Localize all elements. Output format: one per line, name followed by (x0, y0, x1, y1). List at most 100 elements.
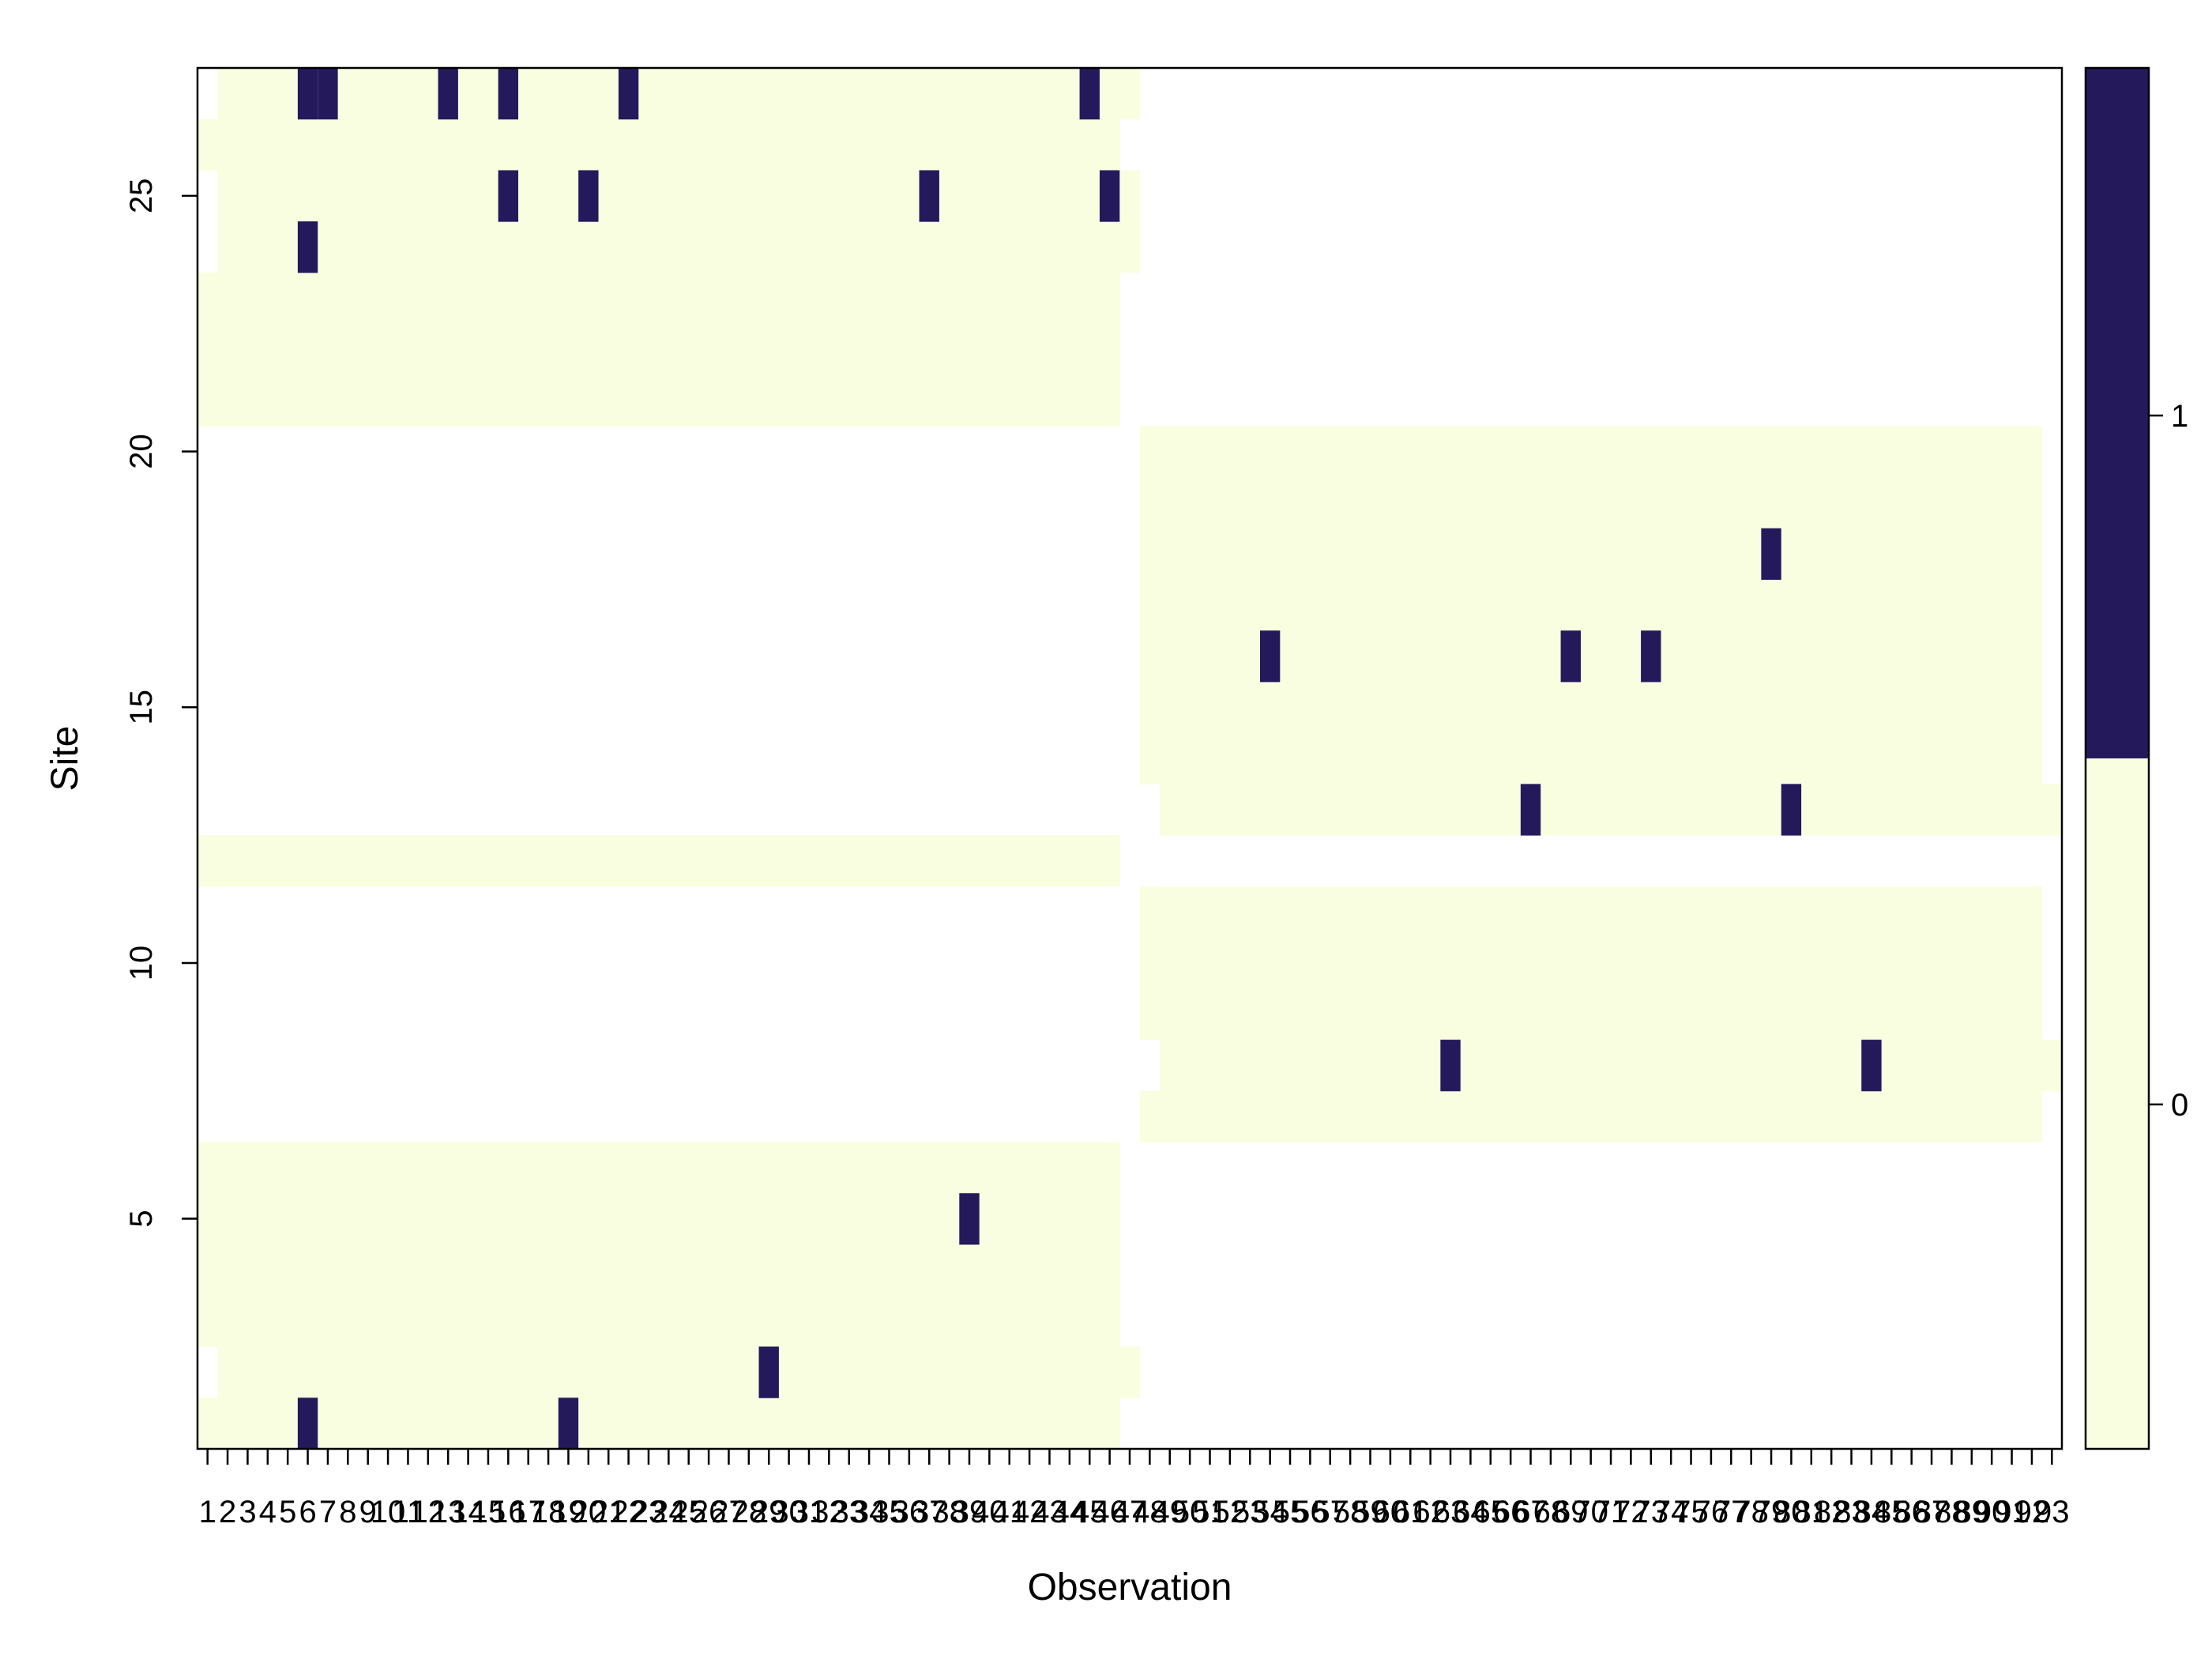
detection-cell (1440, 1040, 1461, 1092)
x-tick-label: 53 (1232, 1495, 1268, 1529)
legend-tick-label: 1 (2171, 399, 2188, 434)
x-tick-label: 77 (1714, 1495, 1749, 1529)
x-tick-label: 2 (219, 1495, 236, 1529)
x-tick-label: 76 (1694, 1495, 1729, 1529)
y-tick-label: 15 (124, 690, 159, 725)
detection-cell (1099, 170, 1120, 222)
x-tick-label: 37 (912, 1495, 947, 1529)
x-tick-label: 30 (771, 1495, 807, 1529)
x-tick-label: 38 (931, 1495, 967, 1529)
x-tick-label: 27 (711, 1495, 747, 1529)
x-tick-label: 57 (1313, 1495, 1349, 1529)
x-tick-label: 58 (1333, 1495, 1368, 1529)
legend-swatch-zero (2086, 758, 2149, 1449)
x-tick-label: 93 (2034, 1495, 2070, 1529)
x-tick-label: 73 (1634, 1495, 1669, 1529)
x-tick-label: 12 (411, 1495, 446, 1529)
x-tick-label: 43 (1032, 1495, 1067, 1529)
detection-cell (438, 68, 458, 120)
observed-range-site-7 (1139, 1090, 2043, 1143)
observed-range-site-12 (198, 835, 1120, 887)
x-tick-label: 40 (972, 1495, 1007, 1529)
x-tick-label: 60 (1373, 1495, 1409, 1529)
x-tick-label: 44 (1052, 1495, 1088, 1529)
x-tick-label: 11 (392, 1495, 425, 1529)
x-tick-label: 26 (691, 1495, 727, 1529)
x-tick-label: 49 (1153, 1495, 1188, 1529)
observed-range-site-18 (1139, 528, 2043, 580)
x-tick-label: 92 (2014, 1495, 2050, 1529)
detection-cell (959, 1193, 980, 1245)
detection-cell (758, 1346, 779, 1398)
x-tick-label: 48 (1132, 1495, 1168, 1529)
observed-range-site-6 (198, 1142, 1120, 1194)
observed-range-site-26 (198, 118, 1120, 171)
x-axis: 1 2 3 4 5 6 7 8 91011121314151617181920212223242… (199, 1449, 2070, 1529)
x-tick-label: 81 (1794, 1495, 1830, 1529)
y-tick-label: 25 (124, 179, 159, 214)
y-axis-title: Site (44, 726, 86, 792)
x-tick-label: 4 (259, 1495, 276, 1529)
observed-range-site-13 (1160, 784, 2063, 836)
x-tick-label: 45 (1072, 1495, 1108, 1529)
x-tick-label: 50 (1172, 1495, 1208, 1529)
x-tick-label: 21 (591, 1495, 626, 1529)
detection-cell (1761, 528, 1781, 580)
observed-range-site-23 (198, 272, 1120, 325)
detection-cell (1079, 68, 1100, 120)
x-tick-label: 78 (1733, 1495, 1769, 1529)
color-legend: 01 (2084, 66, 2188, 1450)
legend-swatch-one (2086, 68, 2149, 758)
x-tick-label: 51 (1192, 1495, 1228, 1529)
detection-cell (558, 1398, 579, 1450)
observed-range-site-3 (198, 1295, 1120, 1348)
observed-range-site-8 (1160, 1040, 2063, 1092)
x-tick-label: 31 (792, 1495, 827, 1529)
observed-range-site-22 (198, 323, 1120, 375)
x-tick-label: 17 (510, 1495, 546, 1529)
detection-cell (297, 221, 318, 273)
detection-cell (318, 68, 338, 120)
x-tick-label: 1 (199, 1495, 216, 1529)
x-tick-label: 86 (1894, 1495, 1929, 1529)
observed-range-site-4 (198, 1244, 1120, 1296)
x-tick-label: 65 (1473, 1495, 1509, 1529)
detection-cell (919, 170, 939, 222)
x-tick-label: 46 (1092, 1495, 1127, 1529)
x-tick-label: 39 (952, 1495, 988, 1529)
x-tick-label: 7 (319, 1495, 337, 1529)
legend-tick-label: 0 (2171, 1088, 2188, 1123)
x-tick-label: 14 (450, 1495, 486, 1529)
x-tick-label: 75 (1673, 1495, 1709, 1529)
x-tick-label: 83 (1834, 1495, 1869, 1529)
x-tick-label: 66 (1493, 1495, 1529, 1529)
x-tick-label: 56 (1292, 1495, 1328, 1529)
heatmap-cells (198, 68, 2063, 1450)
x-tick-label: 8 (339, 1495, 356, 1529)
x-tick-label: 85 (1874, 1495, 1909, 1529)
y-tick-label: 10 (124, 946, 159, 981)
x-tick-label: 28 (732, 1495, 767, 1529)
x-tick-label: 74 (1653, 1495, 1689, 1529)
x-tick-label: 42 (1012, 1495, 1048, 1529)
observed-range-site-27 (217, 68, 1141, 120)
x-tick-label: 64 (1453, 1495, 1488, 1529)
x-tick-label: 88 (1934, 1495, 1969, 1529)
x-tick-label: 18 (531, 1495, 566, 1529)
observed-range-site-25 (217, 170, 1141, 222)
observed-range-site-17 (1139, 579, 2043, 631)
x-tick-label: 36 (892, 1495, 927, 1529)
x-tick-label: 41 (991, 1495, 1027, 1529)
x-tick-label: 62 (1413, 1495, 1448, 1529)
y-tick-label: 5 (124, 1210, 159, 1228)
x-tick-label: 90 (1974, 1495, 2010, 1529)
x-tick-label: 20 (571, 1495, 607, 1529)
x-tick-label: 13 (431, 1495, 466, 1529)
detection-cell (297, 68, 318, 120)
observed-range-site-15 (1139, 681, 2043, 734)
observed-range-site-10 (1139, 937, 2043, 989)
x-tick-label: 22 (611, 1495, 646, 1529)
detection-cell (618, 68, 639, 120)
x-tick-label: 55 (1273, 1495, 1308, 1529)
